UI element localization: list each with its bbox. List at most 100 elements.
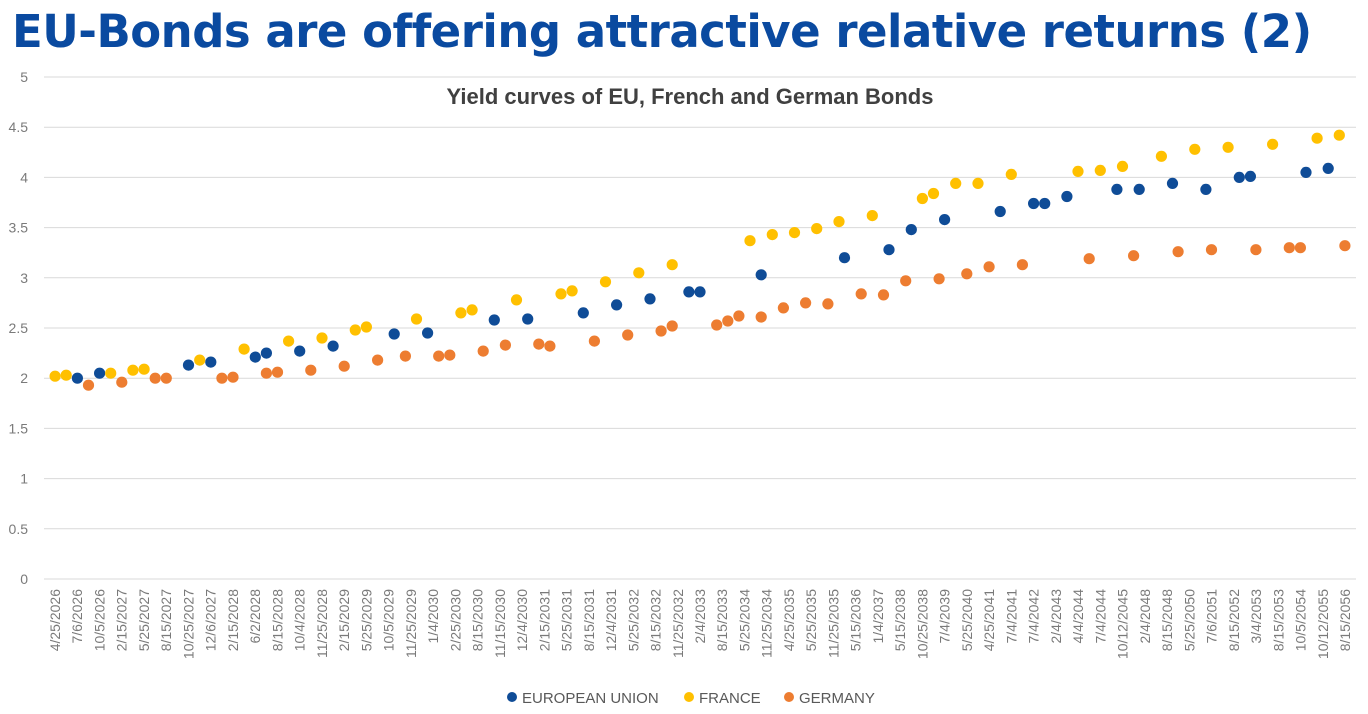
data-point [1111, 183, 1123, 195]
y-tick-label: 5 [20, 69, 28, 85]
x-tick-label: 12/6/2027 [203, 589, 219, 651]
data-point [833, 216, 845, 228]
data-point [666, 259, 678, 271]
y-tick-label: 4 [20, 169, 28, 185]
data-point [588, 335, 601, 347]
data-point [755, 269, 767, 281]
data-point [1016, 259, 1028, 271]
x-tick-label: 5/25/2035 [803, 589, 819, 651]
data-point [1155, 150, 1167, 162]
x-tick-label: 10/5/2029 [381, 589, 397, 651]
data-point [994, 205, 1006, 218]
data-point [755, 311, 767, 323]
data-point [916, 192, 929, 205]
data-point [283, 335, 295, 347]
y-tick-label: 1.5 [9, 420, 29, 436]
data-point [49, 370, 61, 382]
data-point [522, 313, 534, 325]
data-point [372, 354, 384, 366]
x-tick-label: 8/15/2048 [1159, 589, 1175, 651]
x-tick-label: 11/25/2032 [670, 589, 686, 658]
x-tick-label: 6/2/2028 [247, 589, 263, 644]
data-point [1205, 244, 1218, 256]
data-point [433, 350, 445, 362]
chart-title: Yield curves of EU, French and German Bo… [447, 84, 934, 109]
data-point [1172, 246, 1184, 258]
y-tick-label: 4.5 [9, 119, 29, 135]
legend: EUROPEAN UNION FRANCE GERMANY [507, 690, 875, 707]
legend-label: GERMANY [799, 690, 875, 707]
series-european-union [71, 162, 1334, 384]
data-point [683, 286, 695, 298]
data-point [694, 286, 706, 298]
x-tick-label: 7/4/2039 [937, 589, 953, 644]
data-point [744, 235, 756, 247]
x-tick-label: 1/4/2037 [870, 589, 886, 644]
data-point [1166, 177, 1179, 189]
x-tick-label: 12/4/2030 [514, 589, 530, 651]
data-point [905, 224, 917, 236]
data-point [933, 273, 945, 285]
series-germany [82, 240, 1351, 391]
data-points [49, 129, 1351, 391]
data-point [388, 328, 400, 340]
x-tick-label: 2/4/2043 [1048, 589, 1064, 644]
x-tick-label: 10/4/2028 [292, 589, 308, 651]
x-tick-label: 7/4/2042 [1026, 589, 1042, 644]
data-point [877, 289, 890, 301]
x-tick-label: 5/25/2031 [559, 589, 575, 651]
data-point [477, 345, 489, 357]
data-point [138, 363, 150, 375]
x-tick-label: 8/15/2030 [470, 589, 486, 651]
data-point [599, 276, 612, 288]
data-point [961, 268, 973, 280]
data-point [1250, 244, 1262, 256]
x-tick-label: 2/4/2048 [1137, 589, 1153, 644]
data-point [972, 177, 984, 189]
data-point [1322, 162, 1334, 174]
x-tick-label: 11/25/2035 [825, 589, 841, 658]
data-point [939, 214, 951, 226]
x-tick-label: 8/15/2031 [581, 589, 597, 651]
x-tick-label: 10/5/2026 [92, 589, 108, 651]
data-point [983, 261, 995, 273]
x-tick-label: 7/4/2044 [1092, 589, 1108, 644]
x-tick-label: 2/15/2029 [336, 589, 352, 651]
data-point [294, 345, 306, 357]
data-point [182, 359, 195, 371]
x-tick-label: 8/15/2032 [648, 589, 664, 651]
data-point [788, 227, 801, 239]
data-point [116, 376, 128, 388]
data-point [611, 299, 623, 311]
data-point [666, 320, 678, 332]
x-tick-label: 7/6/2051 [1204, 589, 1220, 644]
x-tick-label: 10/12/2045 [1115, 589, 1131, 659]
data-point [655, 325, 667, 337]
data-point [249, 351, 261, 363]
data-point [1222, 141, 1234, 153]
data-point [488, 314, 500, 326]
data-point [127, 364, 139, 376]
data-point [722, 315, 734, 327]
legend-marker [784, 692, 794, 702]
data-point [455, 307, 467, 319]
data-point [349, 324, 361, 336]
x-tick-label: 8/15/2056 [1337, 589, 1353, 651]
data-point [1133, 183, 1145, 195]
x-tick-label: 2/4/2033 [692, 589, 708, 644]
data-point [1083, 253, 1095, 265]
x-tick-label: 7/6/2026 [69, 589, 85, 644]
x-tick-label: 10/25/2027 [180, 589, 196, 659]
x-tick-label: 11/15/2030 [492, 589, 508, 658]
data-point [855, 288, 867, 300]
data-point [644, 293, 656, 305]
data-point [1039, 197, 1051, 210]
x-tick-label: 5/15/2038 [892, 589, 908, 651]
x-tick-label: 8/15/2053 [1270, 589, 1286, 651]
data-point [205, 356, 217, 368]
data-point [555, 288, 567, 300]
data-point [544, 340, 556, 352]
data-point [60, 369, 72, 381]
legend-marker [684, 692, 694, 702]
data-point [533, 338, 545, 350]
